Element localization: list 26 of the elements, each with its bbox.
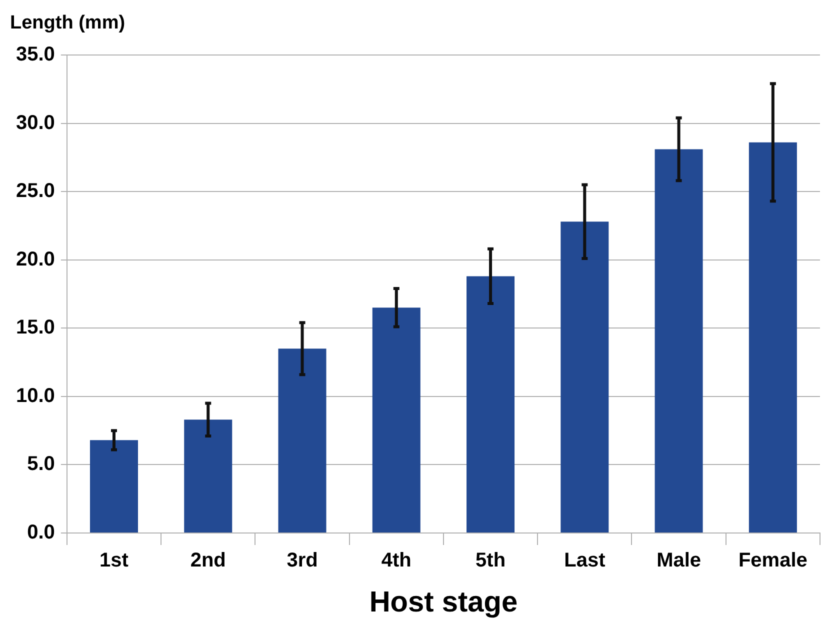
- bar: [748, 142, 797, 532]
- bar: [278, 348, 326, 532]
- x-tick-label: Female: [738, 550, 808, 572]
- bar: [372, 308, 420, 532]
- x-tick-label: 5th: [476, 550, 506, 572]
- bar: [90, 440, 138, 532]
- y-tick-label: 20.0: [16, 248, 55, 270]
- y-tick-label: 10.0: [16, 384, 55, 407]
- bar: [466, 276, 515, 532]
- x-tick-label: 1st: [100, 550, 129, 572]
- bar: [184, 420, 232, 532]
- x-tick-label: Male: [656, 550, 702, 572]
- y-tick-label: 0.0: [27, 522, 55, 544]
- x-tick-label: 3rd: [286, 550, 318, 572]
- x-tick-label: 4th: [381, 550, 412, 572]
- bar: [560, 222, 609, 532]
- x-axis-title: Host stage: [369, 586, 518, 618]
- y-tick-label: 5.0: [27, 453, 55, 476]
- y-tick-label: 25.0: [16, 180, 55, 202]
- y-axis-title: Length (mm): [10, 12, 126, 34]
- x-tick-label: Last: [564, 550, 606, 572]
- bar: [654, 149, 703, 532]
- y-tick-label: 30.0: [16, 112, 55, 134]
- y-tick-label: 15.0: [16, 316, 55, 339]
- y-tick-label: 35.0: [16, 44, 55, 66]
- x-tick-label: 2nd: [190, 550, 226, 572]
